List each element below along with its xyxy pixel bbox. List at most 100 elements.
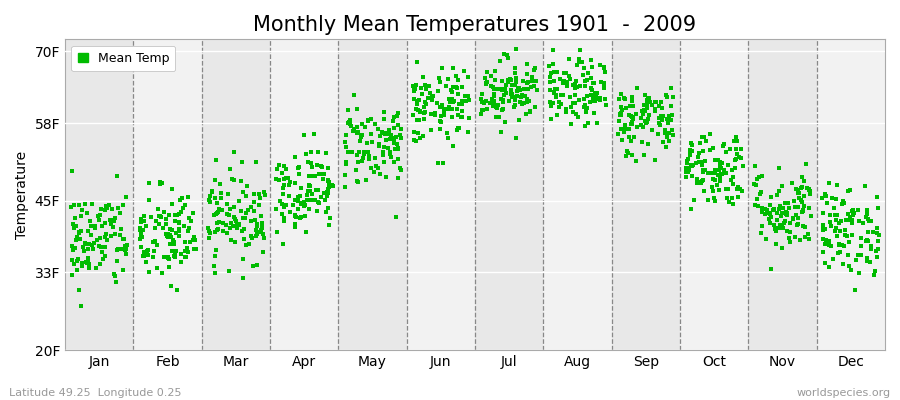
Point [547, 90, 562, 96]
Point [205, 189, 220, 195]
Point [796, 223, 811, 229]
Point [616, 129, 631, 135]
Point [790, 222, 805, 228]
Point [831, 182, 845, 188]
Point [718, 149, 733, 156]
Point [230, 225, 244, 232]
Point [119, 246, 133, 252]
Point [66, 247, 80, 254]
Point [635, 108, 650, 114]
Point [846, 206, 860, 213]
Point [381, 145, 395, 151]
Point [503, 75, 517, 82]
Point [315, 175, 329, 182]
Point [508, 65, 522, 71]
Point [734, 146, 749, 152]
Point [816, 236, 831, 242]
Point [372, 141, 386, 147]
Point [593, 79, 608, 86]
Point [796, 208, 810, 214]
Point [172, 228, 186, 234]
Point [447, 98, 462, 104]
Point [165, 201, 179, 207]
Point [501, 77, 516, 83]
Point [653, 114, 668, 121]
Point [387, 113, 401, 120]
Point [251, 201, 266, 208]
Point [111, 204, 125, 211]
Point [234, 208, 248, 214]
Point [249, 220, 264, 227]
Point [778, 220, 792, 226]
Point [778, 200, 792, 206]
Point [550, 112, 564, 118]
Point [613, 110, 627, 117]
Point [454, 114, 469, 120]
Point [149, 264, 164, 271]
Point [799, 161, 814, 167]
Bar [612, 39, 680, 350]
Point [229, 218, 243, 224]
Point [679, 174, 693, 180]
Point [500, 82, 514, 88]
Point [507, 104, 521, 110]
Bar [680, 39, 748, 350]
Point [692, 178, 706, 185]
Point [755, 173, 770, 179]
Point [325, 182, 339, 188]
Point [74, 228, 88, 234]
Point [577, 64, 591, 71]
Point [310, 199, 325, 205]
Point [230, 221, 244, 227]
Point [568, 80, 582, 87]
Point [148, 248, 162, 254]
Point [861, 229, 876, 235]
Point [871, 238, 886, 244]
Point [388, 146, 402, 152]
Point [206, 212, 220, 218]
Point [141, 246, 156, 253]
Point [321, 221, 336, 228]
Point [713, 159, 727, 166]
Point [214, 195, 229, 202]
Point [98, 244, 112, 250]
Point [660, 116, 674, 122]
Point [679, 165, 693, 171]
Point [496, 99, 510, 105]
Point [624, 121, 638, 127]
Point [68, 215, 82, 222]
Point [232, 198, 247, 204]
Point [854, 234, 868, 241]
Point [338, 139, 352, 145]
Point [94, 244, 108, 250]
Point [446, 98, 461, 105]
Point [483, 73, 498, 79]
Point [730, 138, 744, 144]
Point [614, 126, 628, 132]
Point [368, 121, 382, 128]
Point [169, 248, 184, 255]
Point [724, 176, 738, 183]
Point [454, 114, 468, 120]
Point [655, 105, 670, 112]
Point [338, 132, 353, 139]
Point [720, 195, 734, 201]
Point [653, 112, 668, 119]
Point [487, 100, 501, 106]
Point [651, 131, 665, 137]
Point [347, 126, 362, 132]
Point [870, 194, 885, 200]
Point [639, 105, 653, 111]
Point [506, 94, 520, 101]
Point [320, 188, 334, 195]
Point [462, 97, 476, 103]
Point [237, 236, 251, 242]
Point [172, 226, 186, 232]
Point [308, 173, 322, 180]
Point [695, 162, 709, 168]
Point [66, 256, 80, 263]
Point [410, 138, 424, 144]
Point [354, 134, 368, 140]
Point [440, 76, 454, 82]
Point [311, 149, 326, 155]
